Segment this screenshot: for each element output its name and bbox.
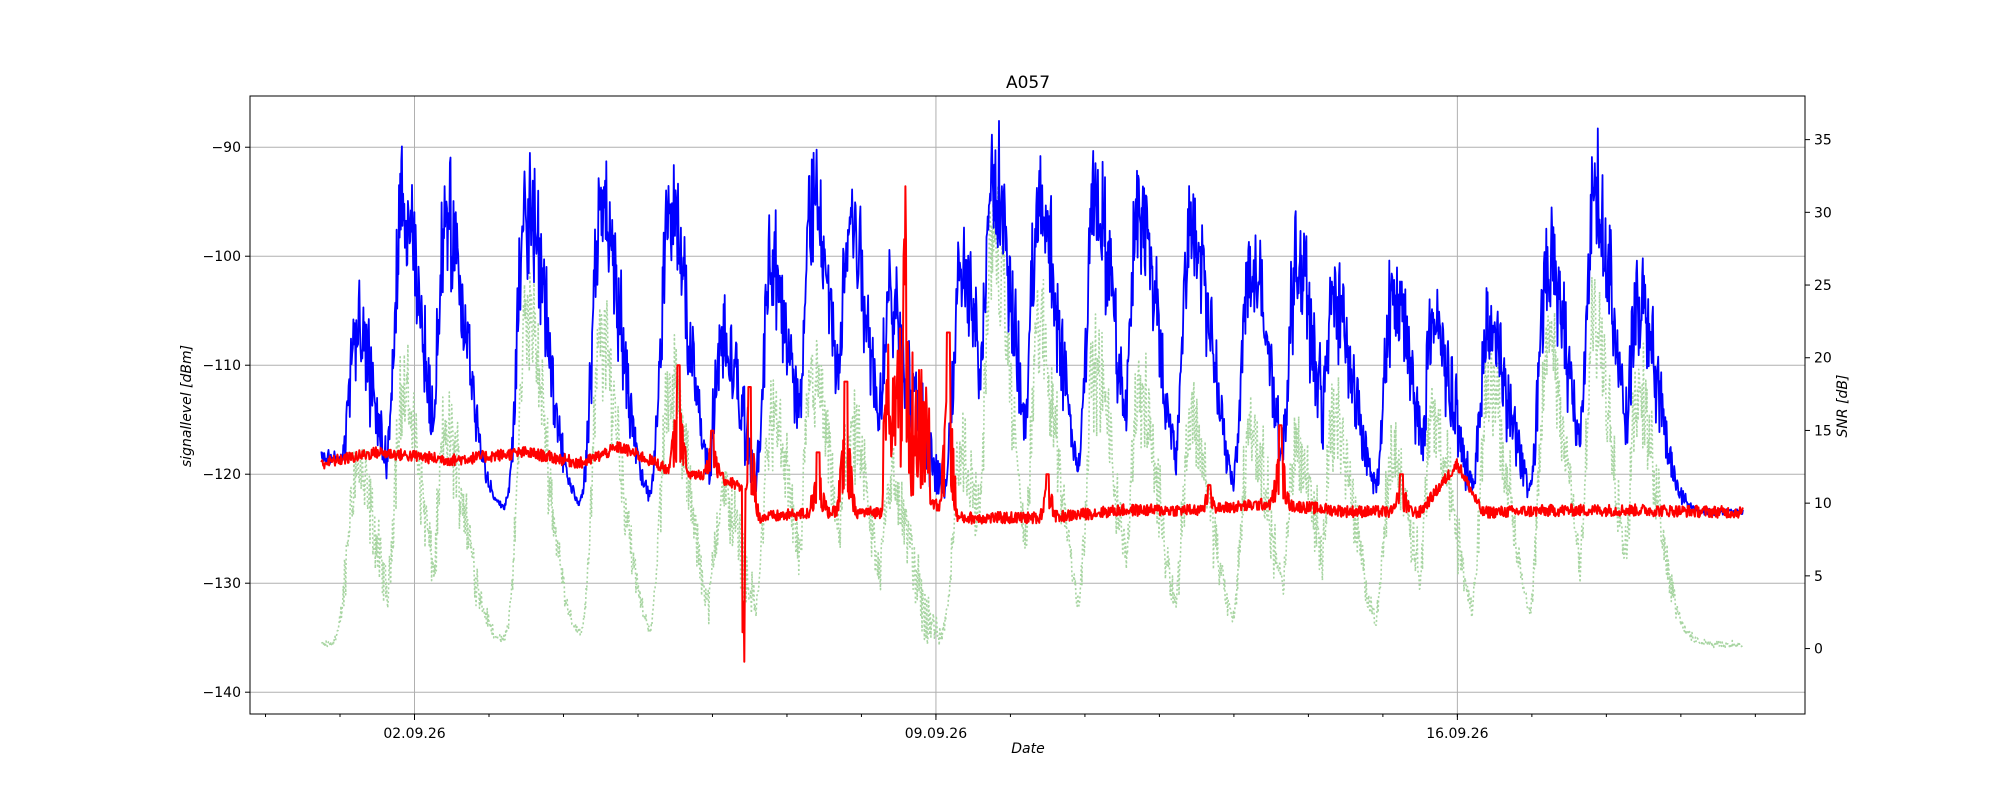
y-tick-label-right: 15 [1814, 423, 1832, 439]
y-tick-label-left: −130 [203, 576, 241, 592]
y-tick-label-right: 5 [1814, 569, 1823, 585]
y-tick-label-right: 25 [1814, 278, 1832, 294]
y-tick-label-right: 30 [1814, 205, 1832, 221]
y-axis-label-right: SNR [dB] [1835, 375, 1851, 438]
x-tick-label: 02.09.26 [383, 726, 445, 742]
y-tick-label-right: 10 [1814, 496, 1832, 512]
y-tick-label-left: −120 [203, 467, 241, 483]
x-tick-label: 16.09.26 [1426, 726, 1488, 742]
x-tick-label: 09.09.26 [905, 726, 967, 742]
y-tick-label-left: −140 [203, 685, 241, 701]
y-tick-label-right: 20 [1814, 351, 1832, 367]
chart-title: A057 [1006, 73, 1050, 93]
y-tick-label-left: −100 [203, 249, 241, 265]
tick-layer: −90 −100 −110 −120 −130 −140 0 5 10 15 20 25 30 35 02.… [203, 133, 1832, 742]
series-snr [321, 185, 1744, 649]
series-noise [320, 185, 1744, 663]
y-tick-label-left: −110 [203, 358, 241, 374]
series-layer [320, 120, 1744, 663]
y-tick-label-right: 35 [1814, 133, 1832, 149]
x-axis-label: Date [1011, 741, 1044, 757]
y-tick-label-right: 0 [1814, 642, 1823, 658]
y-tick-label-left: −90 [211, 140, 241, 156]
y-axis-label-left: signallevel [dBm] [179, 345, 195, 467]
plot-frame [249, 95, 1806, 715]
series-signal [320, 120, 1744, 517]
